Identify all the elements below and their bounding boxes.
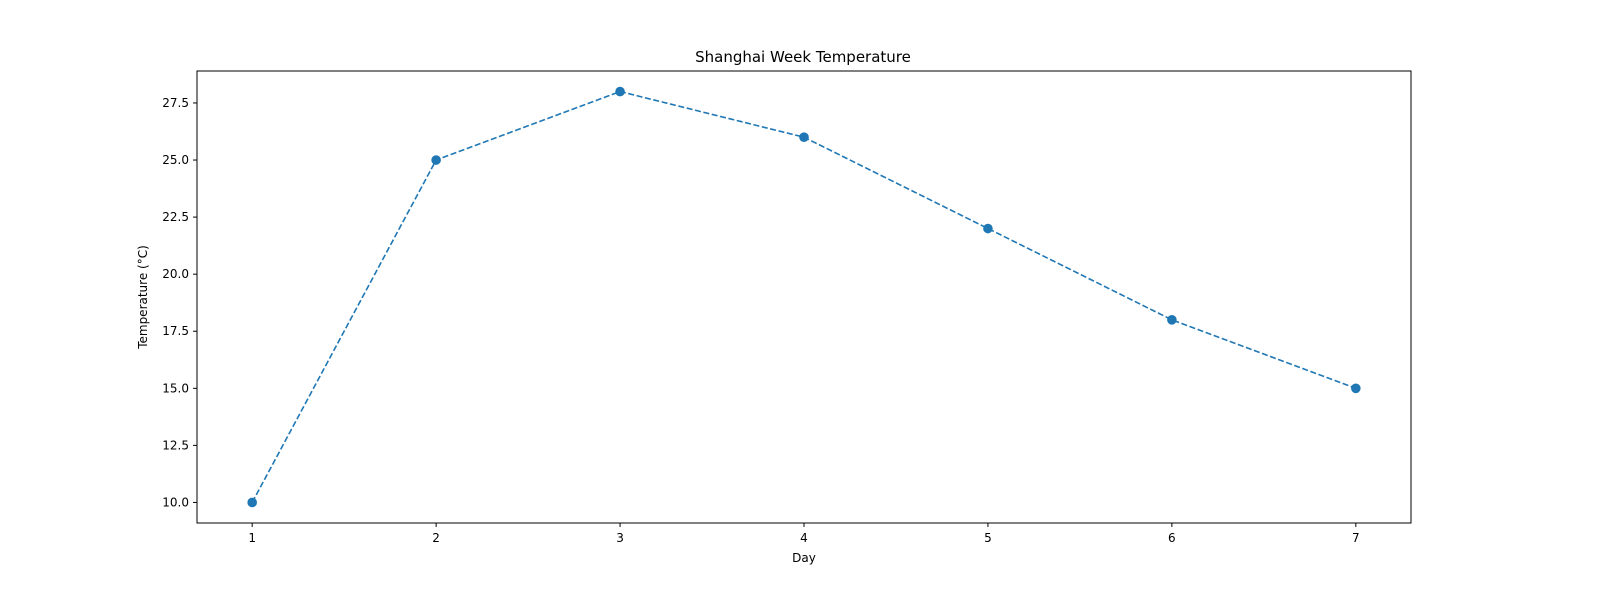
x-tick-label: 4 xyxy=(800,531,808,545)
data-point xyxy=(799,132,809,142)
y-tick-label: 17.5 xyxy=(162,324,189,338)
x-tick-label: 5 xyxy=(984,531,992,545)
x-tick-label: 3 xyxy=(616,531,624,545)
y-tick-label: 12.5 xyxy=(162,438,189,452)
plot-area-frame xyxy=(196,70,1412,524)
data-point xyxy=(1167,315,1177,325)
chart-title: Shanghai Week Temperature xyxy=(695,48,911,66)
data-point xyxy=(983,223,993,234)
x-axis-ticks: 1 2 3 4 5 6 7 xyxy=(248,523,1360,545)
y-axis-ticks: 10.0 12.5 15.0 17.5 20.0 22.5 25.0 27.5 xyxy=(162,96,197,509)
y-tick-label: 25.0 xyxy=(162,153,189,167)
x-tick-label: 2 xyxy=(432,531,440,545)
data-point xyxy=(615,86,625,97)
series-line xyxy=(251,90,1357,503)
data-point xyxy=(1351,383,1361,394)
y-tick-label: 10.0 xyxy=(162,495,189,509)
x-tick-label: 7 xyxy=(1352,531,1360,545)
y-tick-label: 20.0 xyxy=(162,267,189,281)
x-tick-label: 6 xyxy=(1168,531,1176,545)
data-point xyxy=(431,155,441,165)
data-point xyxy=(247,497,257,508)
y-tick-label: 15.0 xyxy=(162,381,189,395)
y-axis-label: Temperature (°C) xyxy=(136,245,150,350)
y-tick-label: 22.5 xyxy=(162,210,189,224)
series-layer xyxy=(247,86,1361,508)
y-tick-label: 27.5 xyxy=(162,96,189,110)
x-tick-label: 1 xyxy=(248,531,256,545)
x-axis-label: Day xyxy=(792,551,816,565)
